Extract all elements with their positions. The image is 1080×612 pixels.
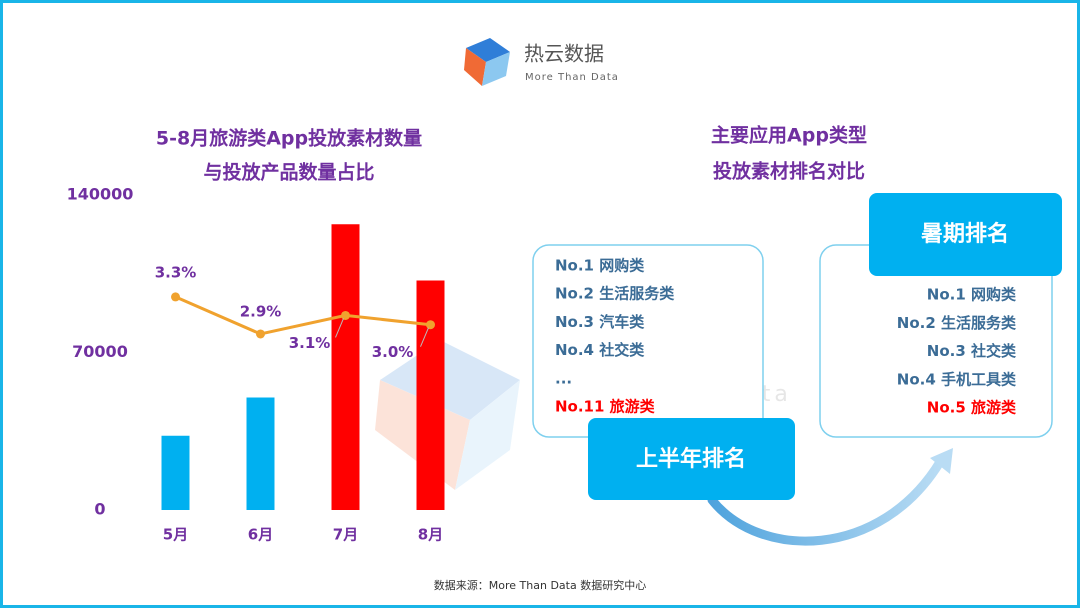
bar <box>161 435 190 510</box>
bar <box>331 224 360 510</box>
x-tick-label: 8月 <box>418 526 443 544</box>
x-tick-label: 6月 <box>248 526 273 544</box>
logo-tagline: More Than Data <box>525 72 619 83</box>
summer-label: 暑期排名 <box>921 221 1009 247</box>
y-tick-label: 70000 <box>72 342 128 361</box>
value-label: 3.1% <box>289 334 331 352</box>
first-half-label-box <box>588 418 795 500</box>
line-point <box>426 320 435 330</box>
rank-item: No.3 汽车类 <box>555 313 645 331</box>
leader <box>420 327 429 347</box>
ranking-title: 投放素材排名对比 <box>713 160 865 183</box>
value-label: 2.9% <box>240 302 282 320</box>
rank-item: No.1 网购类 <box>927 286 1017 304</box>
rank-item: No.3 社交类 <box>927 342 1017 360</box>
y-tick-label: 0 <box>94 500 105 519</box>
rank-item: No.5 旅游类 <box>927 399 1017 417</box>
value-label: 3.3% <box>155 263 197 281</box>
chart-title: 与投放产品数量占比 <box>203 161 374 184</box>
summer-label-box <box>869 193 1062 276</box>
rank-item: No.2 生活服务类 <box>555 285 675 303</box>
chart: 0 70000 140000 5月 6月 7月 8月 3.3% 2.9% 3.1% 3.0% <box>67 185 445 544</box>
rank-item: ... <box>555 369 572 387</box>
rank-item: No.2 生活服务类 <box>897 314 1017 332</box>
line-point <box>256 329 265 339</box>
rank-item: No.1 网购类 <box>555 257 645 275</box>
bar <box>416 280 445 510</box>
rank-item: No.11 旅游类 <box>555 398 656 416</box>
chart-title: 5-8月旅游类App投放素材数量 <box>156 127 422 150</box>
line-point <box>341 310 350 320</box>
arrow-head <box>930 448 953 474</box>
x-tick-label: 7月 <box>333 526 358 544</box>
logo-icon <box>464 38 510 86</box>
rank-item: No.4 社交类 <box>555 341 645 359</box>
y-tick-label: 140000 <box>67 185 134 204</box>
line-point <box>171 292 180 302</box>
ranking-title: 主要应用App类型 <box>711 124 867 147</box>
rank-item: No.4 手机工具类 <box>897 370 1017 388</box>
ranking-lists: No.1 网购类 No.2 生活服务类 No.3 汽车类 No.4 社交类... No.… <box>555 257 1017 417</box>
first-half-label: 上半年排名 <box>636 446 746 472</box>
value-label: 3.0% <box>372 343 414 361</box>
bar <box>246 397 275 510</box>
arrow <box>707 457 945 546</box>
x-tick-label: 5月 <box>163 526 188 544</box>
line <box>174 295 431 336</box>
footer: 数据来源：More Than Data 数据研究中心 <box>434 578 646 592</box>
logo-name: 热云数据 <box>524 42 604 66</box>
leader <box>335 318 344 338</box>
